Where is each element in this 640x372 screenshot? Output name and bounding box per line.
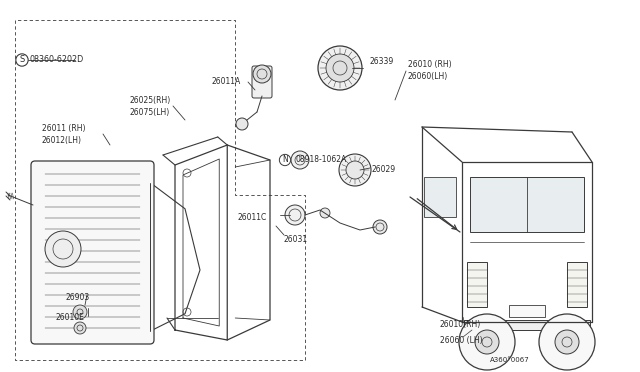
Text: 26011 (RH): 26011 (RH): [42, 124, 86, 132]
Circle shape: [73, 305, 87, 319]
Text: 26012(LH): 26012(LH): [42, 135, 82, 144]
Circle shape: [253, 65, 271, 83]
Text: 26010E: 26010E: [55, 314, 84, 323]
Bar: [567, 262, 587, 307]
Circle shape: [373, 220, 387, 234]
Circle shape: [285, 205, 305, 225]
Circle shape: [339, 154, 371, 186]
Text: 26010 (RH): 26010 (RH): [408, 61, 452, 70]
Text: 26011A: 26011A: [212, 77, 241, 87]
Circle shape: [459, 314, 515, 370]
Circle shape: [539, 314, 595, 370]
Text: 26339: 26339: [370, 58, 394, 67]
Bar: [470, 177, 584, 232]
Text: 26903: 26903: [65, 294, 89, 302]
Bar: [424, 177, 456, 217]
Circle shape: [291, 151, 309, 169]
Text: 26031: 26031: [284, 235, 308, 244]
FancyBboxPatch shape: [31, 161, 154, 344]
Text: 26025(RH): 26025(RH): [130, 96, 172, 105]
Circle shape: [318, 46, 362, 90]
Text: 26075(LH): 26075(LH): [130, 108, 170, 116]
Text: 08360-6202D: 08360-6202D: [30, 55, 84, 64]
Circle shape: [74, 322, 86, 334]
Bar: [464, 320, 590, 330]
Circle shape: [236, 118, 248, 130]
Text: 26010(RH): 26010(RH): [440, 321, 481, 330]
Text: 26060 (LH): 26060 (LH): [440, 336, 483, 344]
Text: A360°0067: A360°0067: [490, 357, 530, 363]
Bar: [509, 305, 545, 317]
Circle shape: [45, 231, 81, 267]
Circle shape: [555, 330, 579, 354]
Text: 26011C: 26011C: [237, 214, 266, 222]
Bar: [467, 262, 487, 307]
FancyBboxPatch shape: [252, 66, 272, 98]
Text: S: S: [19, 55, 24, 64]
Circle shape: [346, 161, 364, 179]
Text: 26060(LH): 26060(LH): [408, 73, 448, 81]
Circle shape: [326, 54, 354, 82]
Circle shape: [475, 330, 499, 354]
Text: 26029: 26029: [372, 166, 396, 174]
Circle shape: [320, 208, 330, 218]
Text: 08918-1062A: 08918-1062A: [296, 155, 348, 164]
Text: N: N: [282, 155, 288, 164]
